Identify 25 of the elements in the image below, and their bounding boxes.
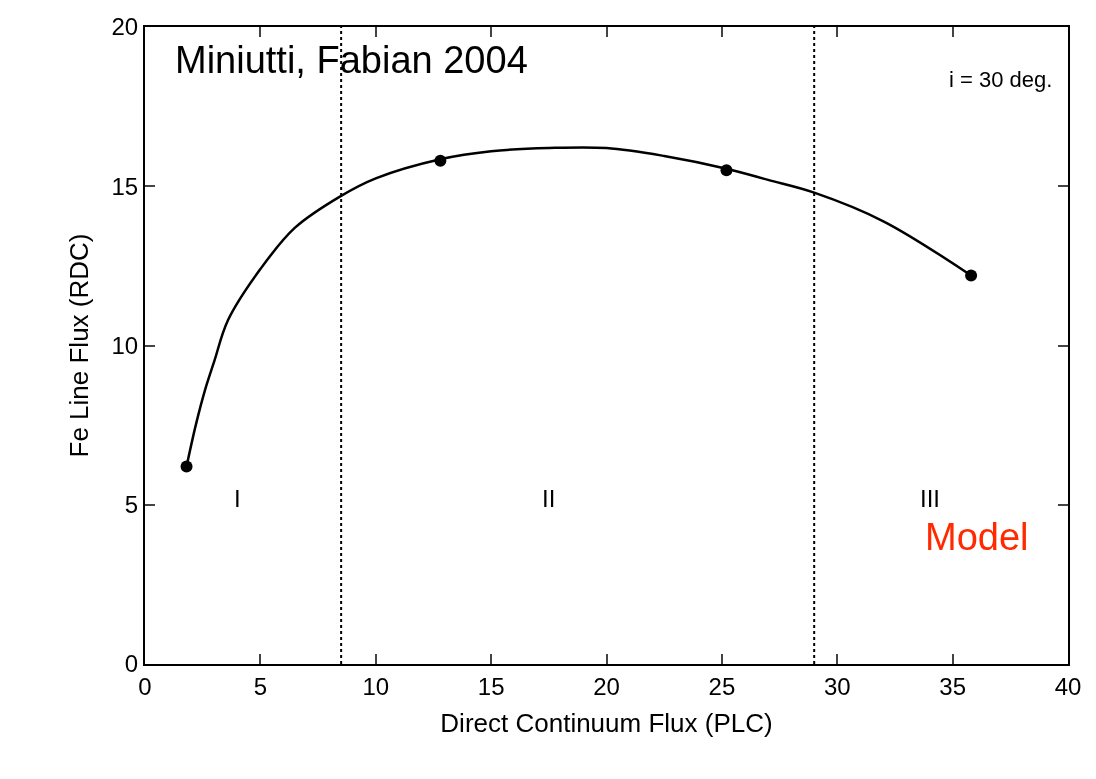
x-tick-label: 10	[362, 672, 390, 700]
annotation: II	[542, 485, 556, 512]
x-tick-label: 30	[823, 672, 851, 700]
y-tick-label: 20	[111, 13, 139, 41]
annotation: i = 30 deg.	[949, 67, 1053, 92]
x-tick-label: 5	[253, 672, 268, 700]
y-tick-label: 15	[111, 172, 139, 200]
x-tick-label: 35	[939, 672, 966, 700]
annotation: I	[234, 485, 241, 512]
y-tick-label: 5	[124, 491, 139, 519]
annotation: III	[920, 485, 941, 512]
x-tick-label: 40	[1054, 672, 1082, 700]
y-axis-title: Fe Line Flux (RDC)	[64, 233, 95, 458]
x-tick-label: 25	[708, 672, 736, 700]
point	[965, 269, 978, 282]
point	[180, 460, 193, 473]
point	[720, 164, 733, 177]
point	[434, 154, 447, 167]
x-tick-label: 20	[593, 672, 620, 700]
annotation: Model	[925, 516, 1029, 558]
y-tick-label: 0	[124, 650, 139, 678]
x-tick-label: 15	[477, 672, 505, 700]
x-axis-title: Direct Continuum Flux (PLC)	[440, 708, 773, 738]
annotation: Miniutti, Fabian 2004	[175, 39, 528, 81]
y-tick-label: 10	[111, 331, 139, 359]
